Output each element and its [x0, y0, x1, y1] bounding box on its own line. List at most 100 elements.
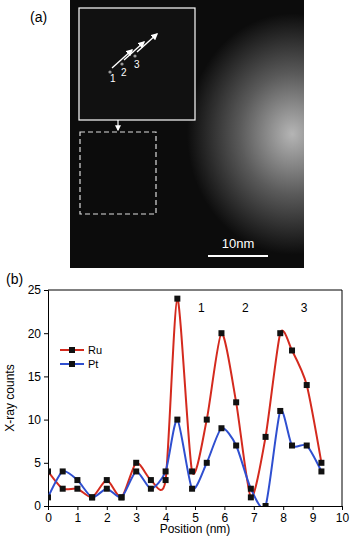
plot-frame	[48, 290, 342, 291]
inset-label: 2	[121, 67, 127, 78]
data-point	[318, 460, 324, 466]
y-tick-mark	[44, 506, 48, 507]
data-point	[104, 477, 110, 483]
y-tick: 15	[28, 370, 48, 384]
data-point	[248, 494, 254, 500]
inset-particle	[133, 54, 136, 57]
data-point	[163, 468, 169, 474]
y-axis-title: X-ray counts	[3, 364, 17, 431]
y-tick-mark	[44, 376, 48, 377]
data-point	[48, 468, 51, 474]
y-tick-mark	[44, 420, 48, 421]
data-point	[263, 503, 269, 506]
series-line	[48, 410, 321, 506]
y-tick-mark	[44, 333, 48, 334]
x-tick-mark	[254, 506, 255, 510]
y-tick: 25	[28, 283, 48, 297]
annotation: 3	[301, 301, 308, 315]
legend-marker	[69, 361, 75, 367]
inset-arrow	[137, 34, 157, 52]
figure: (a)12310nm(b)0123456789100510152025Posit…	[0, 0, 354, 537]
selection-box	[80, 132, 156, 214]
data-point	[289, 443, 295, 449]
y-tick-label: 10	[28, 413, 42, 427]
data-point	[148, 486, 154, 492]
y-tick: 0	[34, 499, 48, 513]
data-point	[189, 486, 195, 492]
legend-label: Ru	[88, 344, 102, 356]
x-axis-title: Position (nm)	[160, 522, 231, 536]
x-tick: 8	[280, 506, 287, 525]
legend-label: Pt	[88, 358, 98, 370]
y-tick-label: 20	[28, 327, 42, 341]
y-tick-label: 5	[34, 456, 41, 470]
data-point	[48, 494, 51, 500]
data-point	[74, 477, 80, 483]
y-tick-mark	[44, 290, 48, 291]
x-tick-mark	[166, 506, 167, 510]
data-point	[60, 468, 66, 474]
data-point	[104, 486, 110, 492]
x-tick-label: 8	[280, 511, 287, 525]
legend: Ru Pt	[60, 344, 102, 370]
data-point	[133, 460, 139, 466]
x-tick-label: 1	[75, 511, 82, 525]
scale-bar	[208, 255, 268, 257]
y-tick-label: 15	[28, 370, 42, 384]
chart-title: (b)	[6, 271, 23, 287]
data-point	[204, 417, 210, 423]
inset-particle	[120, 62, 123, 65]
data-point	[304, 382, 310, 388]
x-tick-label: 7	[251, 511, 258, 525]
annotation: 2	[242, 301, 249, 315]
data-point	[218, 425, 224, 431]
x-tick-label: 9	[310, 511, 317, 525]
data-point	[277, 330, 283, 336]
data-point	[60, 486, 66, 492]
x-tick: 3	[133, 506, 140, 525]
y-tick: 10	[28, 413, 48, 427]
y-axis-line	[44, 291, 49, 507]
x-tick-mark	[224, 506, 225, 510]
inset-arrow	[124, 42, 144, 60]
data-point	[189, 468, 195, 474]
data-point	[263, 434, 269, 440]
data-point	[133, 468, 139, 474]
data-point	[204, 460, 210, 466]
micrograph-bright-region	[70, 0, 304, 268]
x-tick-mark	[342, 506, 343, 510]
y-tick: 20	[28, 327, 48, 341]
data-point	[304, 443, 310, 449]
micrograph-background	[70, 0, 304, 268]
x-tick: 0	[45, 506, 52, 525]
x-tick-label: 10	[336, 511, 350, 525]
scale-bar-label: 10nm	[222, 236, 255, 251]
x-tick-mark	[77, 506, 78, 510]
data-point	[289, 347, 295, 353]
inset-label: 1	[110, 73, 116, 84]
y-tick-label: 25	[28, 283, 42, 297]
x-tick: 9	[310, 506, 317, 525]
x-tick-mark	[283, 506, 284, 510]
data-point	[233, 399, 239, 405]
x-tick-mark	[195, 506, 196, 510]
x-tick-mark	[107, 506, 108, 510]
y-tick: 5	[34, 456, 48, 470]
x-tick-mark	[136, 506, 137, 510]
annotation: 1	[198, 301, 205, 315]
x-tick-label: 2	[104, 511, 111, 525]
y-tick-mark	[44, 463, 48, 464]
plot-area	[48, 296, 324, 506]
inset-pointer	[117, 120, 118, 130]
x-tick: 2	[104, 506, 111, 525]
x-tick: 7	[251, 506, 258, 525]
data-point	[318, 468, 324, 474]
data-point	[277, 408, 283, 414]
inset-arrow	[112, 50, 132, 68]
x-tick: 1	[75, 506, 82, 525]
inset-frame	[79, 8, 195, 120]
data-point	[233, 443, 239, 449]
data-point	[174, 296, 180, 302]
x-tick-label: 0	[45, 511, 52, 525]
data-point	[218, 330, 224, 336]
